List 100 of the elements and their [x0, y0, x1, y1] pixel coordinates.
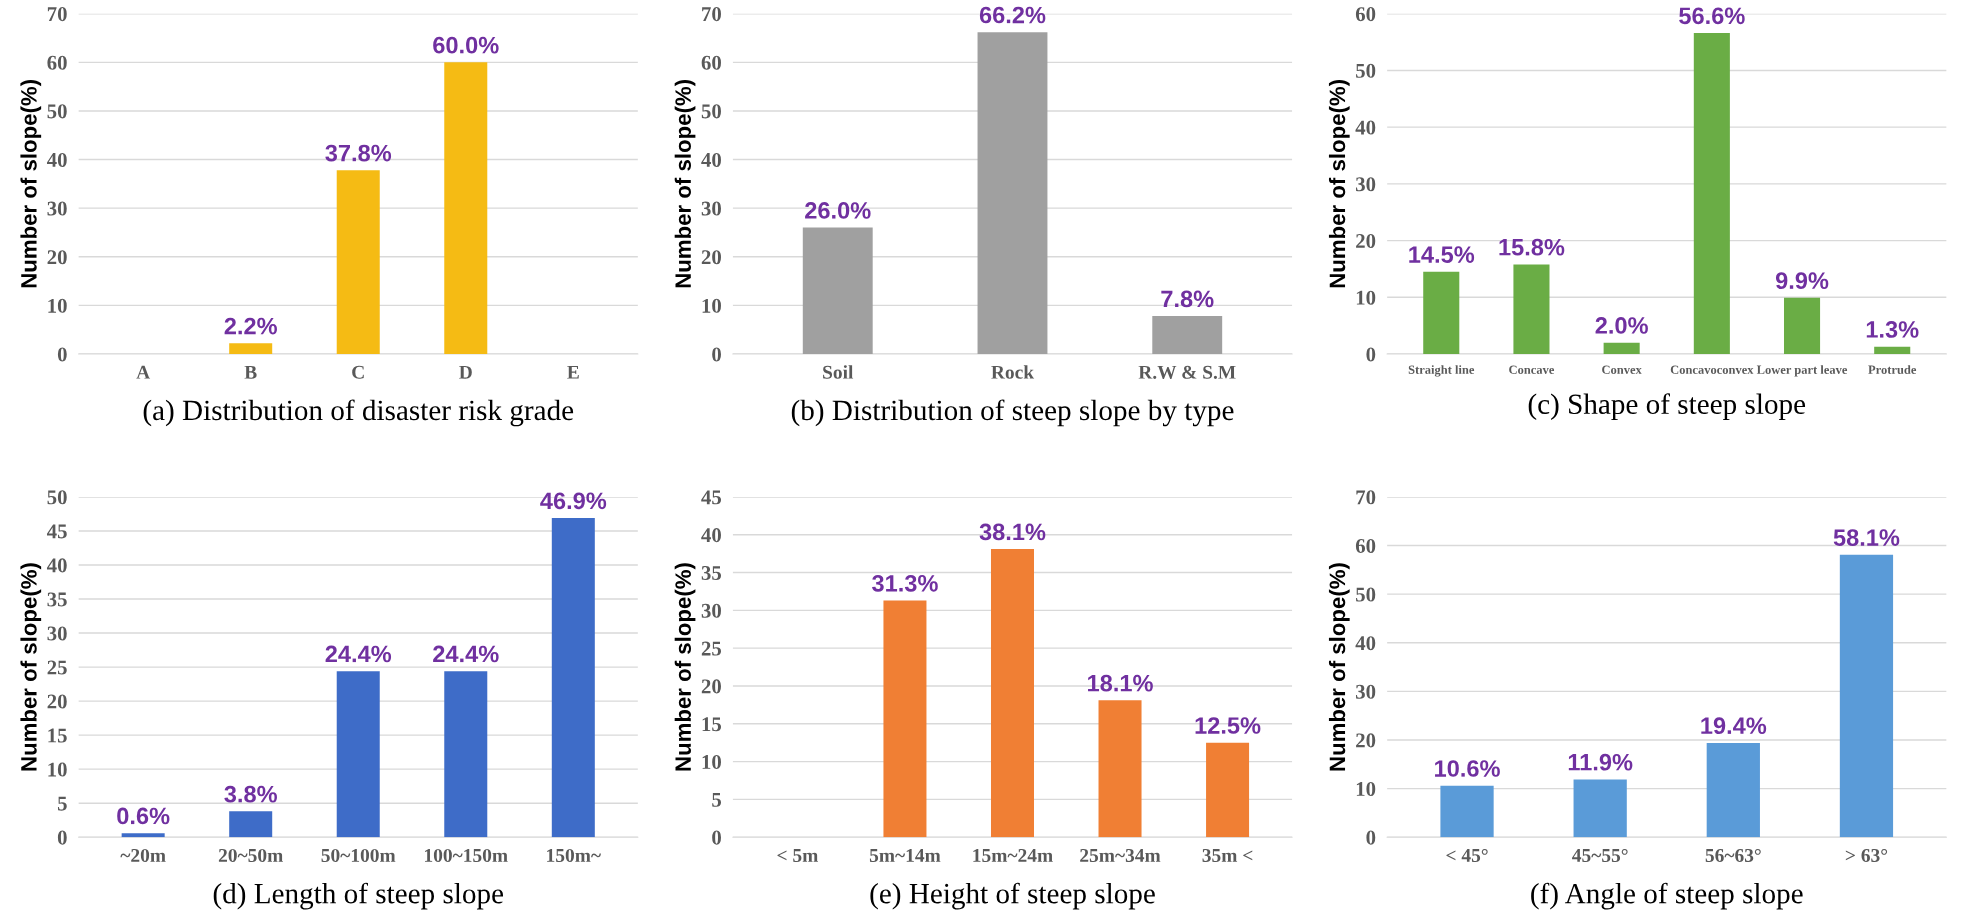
data-label: 14.5%: [1409, 246, 1475, 263]
x-tick-label: Protrude: [1868, 365, 1917, 374]
y-axis-title: Number of slope(%): [674, 563, 696, 771]
data-label: 31.3%: [872, 574, 938, 592]
bar: [1693, 33, 1730, 355]
y-tick-label: 40: [701, 152, 721, 167]
data-label: 2.2%: [224, 317, 277, 335]
x-tick-label: D: [459, 365, 472, 379]
x-tick-label: Concavoconvex: [1670, 365, 1754, 374]
x-tick-label: 100~150m: [425, 848, 508, 863]
bar: [1573, 779, 1627, 838]
y-tick-label: 60: [47, 55, 67, 70]
bar: [229, 811, 273, 838]
y-tick-label: 0: [712, 347, 721, 362]
data-label: 10.6%: [1435, 760, 1500, 777]
x-tick-label: > 63°: [1845, 848, 1888, 863]
x-tick-label: 15m~24m: [973, 848, 1053, 863]
y-tick-label: 10: [1356, 781, 1376, 797]
x-tick-label: A: [136, 365, 151, 379]
data-label: 46.9%: [540, 492, 607, 510]
y-axis-title: Number of slope(%): [20, 563, 42, 771]
y-tick-label: 5: [712, 793, 722, 807]
bar: [444, 62, 488, 355]
x-tick-label: E: [567, 365, 579, 379]
bar: [1603, 342, 1640, 355]
y-tick-label: 20: [47, 694, 67, 709]
y-tick-label: 60: [701, 55, 721, 70]
y-tick-label: 60: [1355, 7, 1376, 22]
data-label: 24.4%: [433, 645, 499, 663]
y-tick-label: 0: [57, 347, 67, 362]
x-tick-label: 20~50m: [218, 848, 283, 863]
bar: [883, 600, 927, 838]
data-label: 1.3%: [1866, 321, 1919, 338]
y-tick-label: 40: [1355, 120, 1376, 135]
bar: [121, 833, 165, 838]
x-tick-label: Soil: [823, 365, 854, 379]
x-tick-label: B: [244, 365, 257, 379]
y-tick-label: 20: [701, 250, 721, 265]
text: (d) Length of steep slope: [213, 882, 504, 910]
y-tick-label: 35: [47, 592, 67, 607]
y-tick-label: 50: [1356, 63, 1376, 78]
y-tick-label: 20: [1356, 233, 1376, 249]
y-tick-label: 45: [701, 490, 722, 505]
y-tick-label: 25: [47, 660, 67, 675]
y-tick-label: 70: [1356, 490, 1376, 505]
x-tick-label: 5m~14m: [869, 848, 941, 863]
data-label: 58.1%: [1833, 529, 1900, 546]
bar: [1098, 700, 1142, 838]
data-label: 15.8%: [1499, 238, 1565, 256]
data-label: 26.0%: [805, 202, 871, 219]
y-tick-label: 50: [47, 490, 67, 505]
y-tick-label: 35: [701, 565, 722, 580]
y-tick-label: 70: [702, 7, 721, 22]
x-tick-label: < 5m: [777, 849, 819, 863]
data-label: 38.1%: [979, 523, 1046, 541]
y-tick-label: 30: [701, 603, 721, 618]
x-tick-label: Rock: [991, 365, 1035, 379]
bar: [1513, 264, 1550, 355]
y-tick-label: 40: [1355, 636, 1376, 651]
y-tick-label: 25: [701, 641, 722, 656]
text: (b) Distribution of steep slope by type: [791, 399, 1234, 427]
y-tick-label: 0: [712, 830, 721, 845]
y-tick-label: 30: [701, 201, 721, 216]
y-tick-label: 30: [47, 626, 67, 641]
data-label: 9.9%: [1775, 272, 1829, 290]
bar: [1783, 297, 1821, 355]
data-label: 24.4%: [325, 645, 392, 663]
text: (e) Height of steep slope: [870, 882, 1155, 910]
x-tick-label: 35m <: [1202, 848, 1253, 863]
y-tick-label: 40: [701, 528, 721, 543]
y-tick-label: 0: [1366, 830, 1376, 845]
x-tick-label: 150m~: [547, 848, 601, 863]
x-tick-label: Straight line: [1408, 365, 1475, 377]
bar: [1874, 346, 1911, 355]
bar: [1423, 271, 1460, 355]
bar: [977, 32, 1048, 355]
y-tick-label: 30: [1355, 177, 1376, 192]
y-tick-label: 10: [702, 298, 721, 313]
y-axis-title: Number of slope(%): [1328, 80, 1350, 288]
data-label: 2.0%: [1595, 317, 1648, 334]
y-tick-label: 20: [47, 250, 67, 265]
y-tick-label: 5: [57, 796, 67, 811]
bar: [336, 671, 380, 838]
bar: [1839, 554, 1894, 838]
y-tick-label: 30: [47, 201, 67, 216]
text: (a) Distribution of disaster risk grade: [143, 399, 574, 427]
text: (f) Angle of steep slope: [1531, 882, 1803, 910]
bar: [802, 227, 873, 355]
y-tick-label: 70: [47, 7, 67, 22]
y-tick-label: 0: [57, 830, 67, 845]
y-tick-label: 60: [1355, 538, 1376, 553]
x-tick-label: < 45°: [1446, 848, 1488, 863]
x-tick-label: R.W & S.M: [1138, 365, 1236, 379]
x-tick-label: 50~100m: [321, 848, 396, 863]
data-label: 0.6%: [117, 807, 170, 825]
y-tick-label: 15: [48, 728, 67, 743]
y-axis-title: Number of slope(%): [674, 80, 696, 288]
data-label: 60.0%: [433, 36, 499, 54]
x-tick-label: ~20m: [120, 848, 166, 863]
y-tick-label: 10: [702, 754, 721, 770]
